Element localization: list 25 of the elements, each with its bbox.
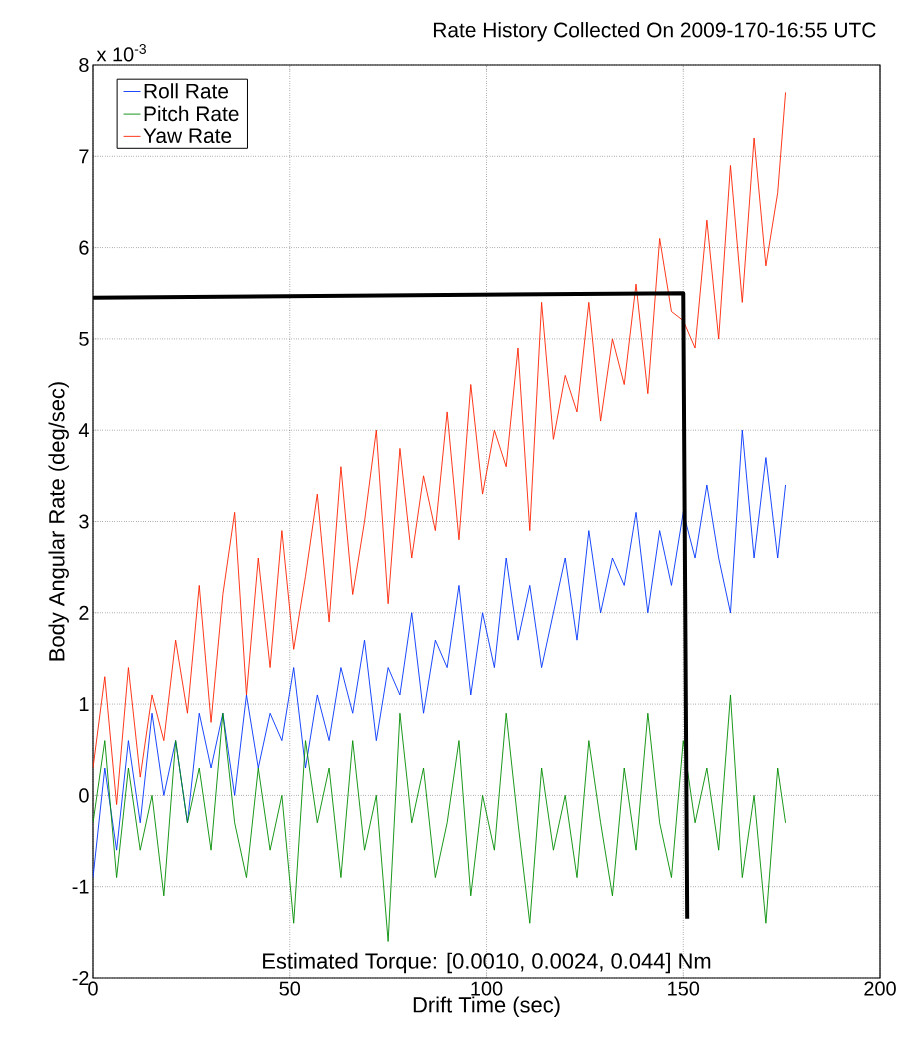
y-axis-title: Body Angular Rate (deg/sec) (48, 382, 69, 661)
x-tick-label: 100 (471, 981, 503, 996)
x-tick-label: 50 (279, 981, 301, 996)
y-tick-label: 8 (79, 57, 89, 73)
legend-label: Yaw Rate (143, 128, 232, 144)
y-tick-label: 5 (79, 331, 89, 346)
y-tick-label: -1 (72, 879, 89, 894)
y-tick-label: 7 (79, 149, 89, 164)
x-tick-label: 150 (668, 981, 700, 996)
y-tick-label: 3 (79, 514, 89, 529)
y-tick-label: 4 (78, 423, 89, 438)
y-tick-label: 6 (79, 240, 89, 255)
legend-label: Roll Rate (144, 83, 229, 99)
y-tick-label: 1 (79, 697, 89, 711)
y-tick-label: -2 (72, 971, 89, 985)
chart-title: Rate History Collected On 2009-170-16:55 UTC (433, 22, 876, 42)
x-tick-label: 200 (864, 981, 896, 996)
annotation: Estimated Torque: [0.0010, 0.0024, 0.044] Nm (263, 952, 711, 974)
line-series (93, 429, 787, 879)
y-tick-label: 0 (79, 788, 89, 803)
text: x 10$^{-3}$ (96, 44, 146, 62)
x-axis-title: Drift Time (sec) (413, 996, 560, 1017)
legend-label: Pitch Rate (144, 105, 239, 122)
y-tick-label: 2 (79, 605, 89, 620)
line-series (93, 694, 787, 942)
